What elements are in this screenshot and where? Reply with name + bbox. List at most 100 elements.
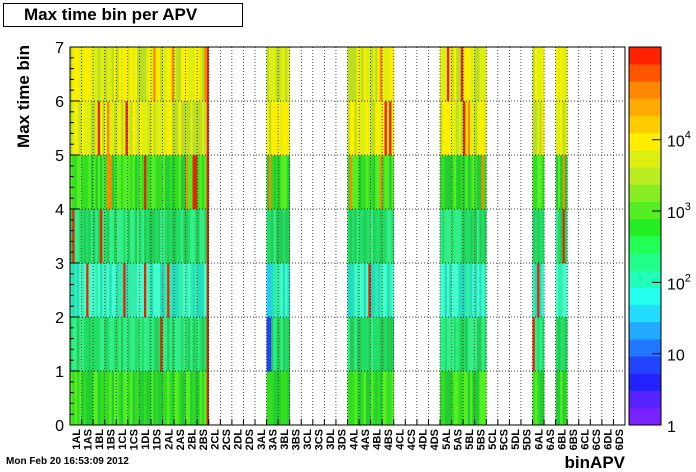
heatmap-cell — [81, 209, 85, 264]
heatmap-cell — [479, 155, 482, 210]
heatmap-cell — [477, 101, 480, 156]
heatmap-cell — [483, 155, 487, 210]
y-axis-title: Max time bin — [14, 45, 33, 148]
heatmap-cell — [352, 47, 355, 102]
heatmap-cell — [386, 47, 390, 102]
heatmap-cell — [356, 47, 360, 102]
heatmap-cell — [109, 371, 112, 426]
heatmap-cell — [463, 209, 466, 264]
heatmap-cell — [74, 317, 78, 372]
heatmap-cell — [178, 317, 182, 372]
x-tick-label: 5AS — [452, 429, 464, 450]
heatmap-cell — [560, 209, 563, 264]
heatmap-cell — [194, 263, 198, 318]
heatmap-cell — [440, 47, 443, 102]
heatmap-cell — [183, 47, 186, 102]
colorbar-swatch — [629, 64, 661, 82]
heatmap-cell — [273, 263, 277, 318]
heatmap-cell — [181, 317, 184, 372]
heatmap-cell — [178, 47, 182, 102]
x-tick-label: 1CS — [129, 429, 141, 450]
heatmap-cell — [79, 155, 82, 210]
heatmap-cell — [194, 47, 198, 102]
heatmap-cell — [118, 371, 122, 426]
heatmap-cell — [275, 47, 279, 102]
heatmap-cell — [368, 263, 371, 318]
heatmap-cell — [157, 371, 161, 426]
heatmap-cell — [458, 263, 462, 318]
heatmap-cell — [167, 209, 170, 264]
heatmap-cell — [116, 101, 119, 156]
heatmap-cell — [379, 371, 383, 426]
heatmap-cell — [185, 317, 189, 372]
heatmap-cell — [372, 47, 376, 102]
heatmap-cell — [352, 263, 355, 318]
heatmap-cell — [361, 263, 364, 318]
x-tick-label: 6AL — [533, 429, 545, 450]
heatmap-cell — [555, 317, 559, 372]
x-tick-label: 4DS — [429, 429, 441, 450]
heatmap-cell — [440, 155, 443, 210]
heatmap-cell — [79, 47, 82, 102]
heatmap-cell — [280, 101, 284, 156]
heatmap-cell — [167, 371, 170, 426]
heatmap-cell — [377, 317, 381, 372]
heatmap-cell — [160, 317, 163, 372]
heatmap-cell — [74, 47, 78, 102]
heatmap-cell — [100, 371, 103, 426]
heatmap-cell — [391, 209, 395, 264]
heatmap-cell — [178, 209, 182, 264]
heatmap-cell — [449, 263, 452, 318]
colorbar-swatch — [629, 356, 661, 374]
heatmap-cell — [470, 371, 473, 426]
heatmap-cell — [107, 101, 110, 156]
heatmap-cell — [465, 263, 469, 318]
heatmap-cell — [453, 47, 457, 102]
heatmap-cell — [153, 263, 156, 318]
heatmap-cell — [449, 317, 452, 372]
heatmap-cell — [368, 101, 371, 156]
heatmap-cell — [386, 263, 390, 318]
heatmap-cell — [130, 209, 133, 264]
heatmap-cell — [370, 155, 374, 210]
heatmap-cell — [463, 155, 466, 210]
heatmap-cell — [444, 371, 448, 426]
heatmap-cell — [564, 155, 568, 210]
heatmap-cell — [201, 155, 205, 210]
heatmap-cell — [481, 317, 485, 372]
heatmap-cell — [356, 317, 360, 372]
heatmap-cell — [185, 371, 189, 426]
heatmap-cell — [273, 371, 277, 426]
heatmap-cell — [446, 155, 450, 210]
heatmap-cell — [483, 101, 487, 156]
heatmap-cell — [174, 371, 177, 426]
heatmap-cell — [470, 209, 473, 264]
heatmap-cell — [456, 209, 459, 264]
heatmap-cell — [366, 371, 369, 426]
heatmap-cell — [93, 101, 96, 156]
heatmap-cell — [125, 155, 129, 210]
heatmap-cell — [127, 155, 131, 210]
heatmap-cell — [132, 263, 136, 318]
heatmap-cell — [534, 317, 538, 372]
heatmap-cell — [449, 209, 452, 264]
heatmap-cell — [86, 155, 89, 210]
heatmap-cell — [148, 317, 152, 372]
heatmap-cell — [451, 371, 455, 426]
heatmap-cell — [557, 101, 561, 156]
heatmap-cell — [349, 101, 353, 156]
heatmap-cell — [150, 47, 154, 102]
x-tick-label: 1AS — [82, 429, 94, 450]
heatmap-cell — [285, 371, 288, 426]
heatmap-cell — [356, 101, 360, 156]
heatmap-cell — [178, 155, 182, 210]
heatmap-cell — [176, 317, 179, 372]
heatmap-cell — [389, 317, 392, 372]
x-tick-label: 4AS — [360, 429, 372, 450]
heatmap-cell — [171, 101, 175, 156]
heatmap-cell — [123, 263, 126, 318]
heatmap-cell — [456, 101, 459, 156]
heatmap-cell — [164, 371, 168, 426]
heatmap-cell — [391, 263, 395, 318]
heatmap-cell — [199, 209, 203, 264]
